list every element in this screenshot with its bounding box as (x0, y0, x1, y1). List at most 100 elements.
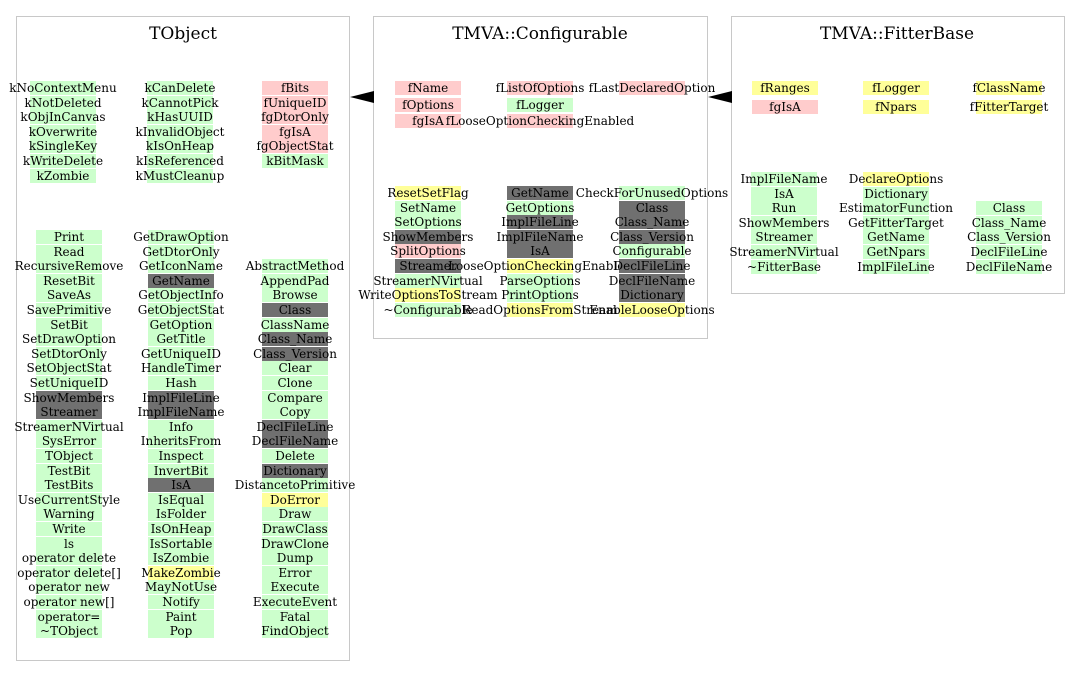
member-tobject-setbit: SetBit (36, 318, 102, 332)
member-highlight (36, 566, 102, 580)
member-highlight (36, 391, 102, 405)
member-label: GetDtorOnly (142, 245, 220, 259)
member-label: GetObjectStat (137, 303, 225, 317)
member-highlight (262, 566, 328, 580)
member-tobject-operator-new: operator new (28, 580, 110, 594)
member-label: operator delete (21, 551, 117, 565)
member-highlight (36, 318, 102, 332)
member-highlight (976, 260, 1042, 274)
member-fitterbase-getfittertarget: GetFitterTarget (848, 216, 944, 230)
member-tobject-write: Write (36, 522, 102, 536)
member-highlight (36, 478, 102, 492)
member-tobject-testbit: TestBit (36, 464, 102, 478)
member-label: Streamer (755, 230, 813, 244)
member-label: kCanDelete (144, 81, 216, 95)
member-highlight (148, 449, 214, 463)
member-label: fClassName (972, 81, 1046, 95)
member-tobject-read: Read (36, 245, 102, 259)
member-tobject-isonheap: IsOnHeap (148, 522, 214, 536)
member-highlight (262, 332, 328, 346)
member-highlight (395, 230, 461, 244)
member-tobject-inspect: Inspect (148, 449, 214, 463)
member-highlight (148, 332, 214, 346)
member-highlight (148, 259, 214, 273)
member-label: SetDrawOption (21, 332, 117, 346)
member-tobject-class-name: Class_Name (258, 332, 332, 346)
member-label: IsOnHeap (150, 522, 212, 536)
member-highlight (976, 100, 1042, 114)
member-tobject-streamernvirtual: StreamerNVirtual (14, 420, 124, 434)
member-label: Browse (272, 288, 318, 302)
member-label: TestBits (44, 478, 94, 492)
member-tobject-operator-new-: operator new[] (24, 595, 114, 609)
member-highlight (36, 405, 102, 419)
member-tobject-syserror: SysError (36, 434, 102, 448)
member-tobject-maynotuse: MayNotUse (145, 580, 217, 594)
member-label: IsSortable (149, 537, 213, 551)
member-highlight (751, 245, 817, 259)
member-highlight (148, 303, 214, 317)
member-fitterbase-flogger: fLogger (863, 81, 929, 95)
member-label: fListOfOptions (495, 81, 585, 95)
member-label: fLooseOptionCheckingEnabled (445, 114, 635, 128)
member-highlight (395, 98, 461, 112)
member-tobject-declfilename: DeclFileName (252, 434, 338, 448)
member-label: SetOptions (394, 215, 462, 229)
member-label: kNoContextMenu (9, 81, 117, 95)
member-highlight (395, 201, 461, 215)
member-highlight (36, 610, 102, 624)
member-highlight (619, 288, 685, 302)
member-fitterbase-streamer: Streamer (751, 230, 817, 244)
member-label: Configurable (612, 244, 692, 258)
member-label: IsA (530, 244, 550, 258)
member-configurable-readoptionsfromstream: ReadOptionsFromStream (462, 303, 618, 317)
member-label: ImplFileName (740, 172, 828, 186)
member-label: kBitMask (266, 154, 324, 168)
member-highlight (147, 139, 213, 153)
member-tobject-error: Error (262, 566, 328, 580)
member-highlight (619, 303, 685, 317)
member-label: Hash (165, 376, 197, 390)
member-highlight (976, 201, 1042, 215)
member-label: Class (278, 303, 312, 317)
member-label: ResetSetFlag (387, 186, 469, 200)
member-highlight (863, 245, 929, 259)
member-tobject-makezombie: MakeZombie (141, 566, 221, 580)
member-tobject-fgisa: fgIsA (262, 125, 328, 139)
member-tobject-implfilename: ImplFileName (138, 405, 224, 419)
member-highlight (30, 139, 96, 153)
member-highlight (36, 595, 102, 609)
member-label: TestBit (47, 464, 91, 478)
member-highlight (262, 551, 328, 565)
member-tobject-ksinglekey: kSingleKey (29, 139, 97, 153)
member-configurable-class-name: Class_Name (615, 215, 689, 229)
member-tobject-getobjectinfo: GetObjectInfo (138, 288, 224, 302)
member-highlight (507, 274, 573, 288)
member-label: LooseOptionCheckingEnabled (447, 259, 633, 273)
member-label: InheritsFrom (140, 434, 222, 448)
member-label: Copy (279, 405, 311, 419)
member-highlight (148, 566, 214, 580)
member-label: Read (53, 245, 85, 259)
member-tobject-recursiveremove: RecursiveRemove (15, 259, 123, 273)
member-label: StreamerNVirtual (14, 420, 124, 434)
member-highlight (262, 81, 328, 95)
member-label: CheckForUnusedOptions (575, 186, 729, 200)
member-label: ExecuteEvent (252, 595, 338, 609)
member-tobject-isa: IsA (148, 478, 214, 492)
member-label: DeclFileName (965, 260, 1053, 274)
member-highlight (507, 215, 573, 229)
member-label: kIsReferenced (136, 154, 224, 168)
member-label: kObjInCanvas (20, 110, 106, 124)
member-tobject-draw: Draw (262, 507, 328, 521)
member-label: DoError (269, 493, 321, 507)
member-highlight (395, 215, 461, 229)
member-label: ResetBit (43, 274, 95, 288)
member-configurable-declfileline: DeclFileLine (613, 259, 691, 273)
member-label: ShowMembers (382, 230, 474, 244)
member-highlight (148, 464, 214, 478)
member-label: GetObjectInfo (138, 288, 224, 302)
member-label: Write (52, 522, 86, 536)
member-label: kCannotPick (141, 96, 219, 110)
